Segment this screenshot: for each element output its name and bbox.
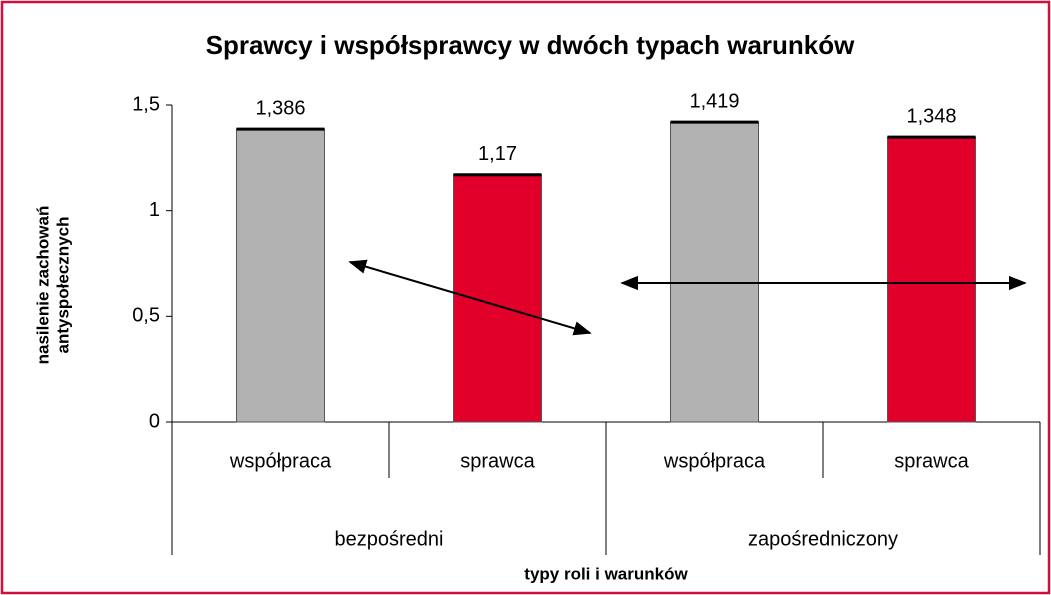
value-label: 1,348 <box>906 105 956 127</box>
group-label: zapośredniczony <box>748 528 898 550</box>
y-tick-label: 0,5 <box>132 305 160 327</box>
bar <box>453 174 542 423</box>
group-label: bezpośredni <box>335 528 444 550</box>
y-tick-label: 1,5 <box>132 93 160 115</box>
value-label: 1,17 <box>478 143 517 165</box>
x-tick-label: współpraca <box>663 450 766 472</box>
bar <box>236 128 325 423</box>
bar <box>670 121 759 423</box>
y-tick-label: 1 <box>149 199 160 221</box>
y-axis-title: nasilenie zachowań antyspołecznych <box>33 206 72 365</box>
y-axis-title-line: nasilenie zachowań <box>33 206 52 365</box>
x-tick-label: sprawca <box>894 450 969 472</box>
arrow <box>348 259 592 336</box>
bar <box>887 136 976 423</box>
plot: 0 0,5 1 1,5 współpraca 1,386 sprawca 1,17 współp… <box>132 90 1041 555</box>
value-label: 1,386 <box>255 97 305 119</box>
x-axis-title: typy roli i warunków <box>524 564 688 583</box>
x-tick-label: sprawca <box>460 450 535 472</box>
value-label: 1,419 <box>689 90 739 112</box>
x-tick-label: współpraca <box>229 450 332 472</box>
y-tick-label: 0 <box>149 410 160 432</box>
chart-title: Sprawcy i współsprawcy w dwóch typach wa… <box>206 30 856 60</box>
y-axis-title-line: antyspołecznych <box>53 217 72 354</box>
